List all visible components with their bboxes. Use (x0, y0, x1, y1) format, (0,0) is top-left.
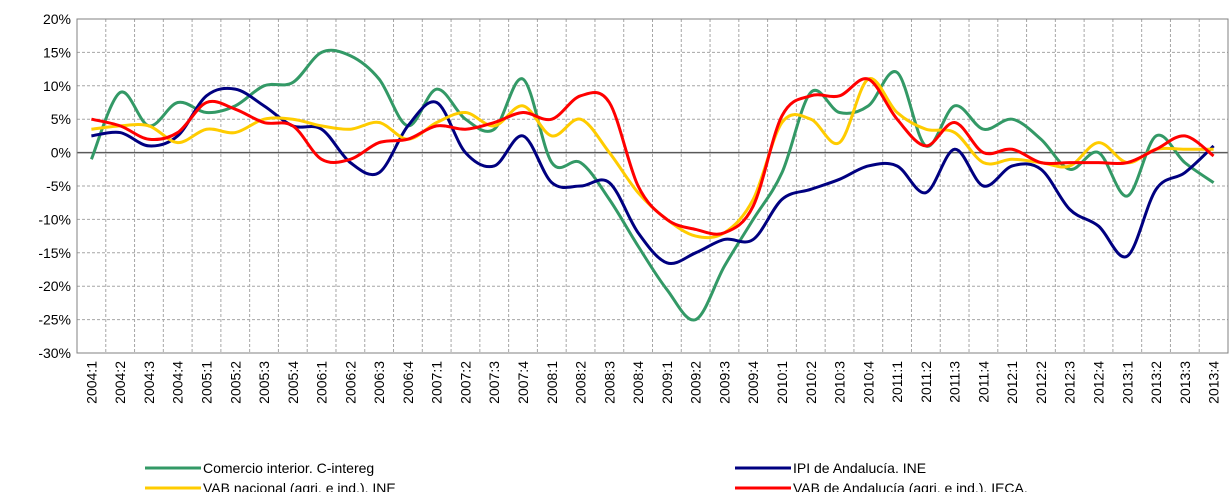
x-tick-label: 2013:4 (1206, 361, 1222, 404)
x-tick-label: 2012:1 (1004, 361, 1020, 404)
x-tick-label: 2009:1 (659, 361, 675, 404)
x-tick-label: 2010:3 (832, 361, 848, 404)
x-tick-label: 2013:2 (1148, 361, 1164, 404)
y-tick-label: -5% (46, 178, 71, 194)
x-tick-label: 2005:4 (285, 361, 301, 404)
y-tick-label: -15% (38, 245, 71, 261)
x-tick-label: 2012:3 (1062, 361, 1078, 404)
y-tick-label: 15% (43, 44, 71, 60)
legend-label: VAB nacional (agri. e ind.). INE (203, 480, 396, 492)
legend-label: Comercio interior. C-intereg (203, 460, 374, 476)
x-tick-label: 2010:1 (774, 361, 790, 404)
x-tick-label: 2010:2 (803, 361, 819, 404)
x-tick-label: 2005:1 (198, 361, 214, 404)
x-tick-label: 2010:4 (860, 361, 876, 404)
x-tick-label: 2008:4 (630, 361, 646, 404)
x-tick-label: 2007:2 (457, 361, 473, 404)
x-tick-label: 2011:2 (918, 361, 934, 403)
x-tick-label: 2011:4 (975, 361, 991, 403)
x-tick-label: 2004:3 (141, 361, 157, 404)
y-tick-label: -10% (38, 211, 71, 227)
x-tick-label: 2006:3 (371, 361, 387, 404)
y-tick-label: 0% (51, 145, 71, 161)
x-tick-label: 2004:4 (170, 361, 186, 404)
x-tick-label: 2004:2 (112, 361, 128, 404)
x-tick-label: 2013:1 (1119, 361, 1135, 404)
x-tick-label: 2011:1 (889, 361, 905, 403)
y-tick-label: -30% (38, 345, 71, 361)
x-tick-label: 2012:4 (1091, 361, 1107, 404)
x-tick-label: 2011:3 (947, 361, 963, 403)
x-tick-label: 2005:2 (227, 361, 243, 404)
x-tick-label: 2007:4 (515, 361, 531, 404)
x-tick-label: 2009:3 (716, 361, 732, 404)
x-tick-label: 2009:2 (688, 361, 704, 404)
x-tick-label: 2008:3 (601, 361, 617, 404)
legend-label: IPI de Andalucía. INE (793, 460, 926, 476)
x-tick-label: 2013:3 (1177, 361, 1193, 404)
y-tick-label: 20% (43, 11, 71, 27)
x-tick-label: 2008:2 (573, 361, 589, 404)
legend-label: VAB de Andalucía (agri. e ind.). IECA. (793, 480, 1028, 492)
x-tick-label: 2012:2 (1033, 361, 1049, 404)
series-line (91, 77, 1215, 236)
x-tick-label: 2007:3 (486, 361, 502, 404)
y-tick-label: -20% (38, 278, 71, 294)
x-tick-label: 2007:1 (429, 361, 445, 404)
x-tick-label: 2009:4 (745, 361, 761, 404)
x-tick-label: 2005:3 (256, 361, 272, 404)
y-tick-label: -25% (38, 312, 71, 328)
y-tick-label: 10% (43, 78, 71, 94)
plot-frame (76, 18, 1229, 354)
series-line (90, 48, 1215, 322)
y-tick-label: 5% (51, 111, 71, 127)
x-tick-label: 2006:4 (400, 361, 416, 404)
x-tick-label: 2008:1 (544, 361, 560, 404)
x-tick-label: 2006:1 (314, 361, 330, 404)
x-tick-label: 2004:1 (83, 361, 99, 404)
x-tick-label: 2006:2 (342, 361, 358, 404)
